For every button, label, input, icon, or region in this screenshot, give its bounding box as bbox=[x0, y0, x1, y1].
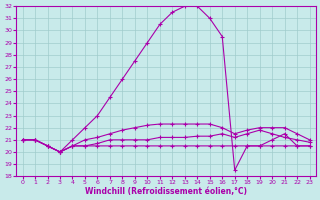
X-axis label: Windchill (Refroidissement éolien,°C): Windchill (Refroidissement éolien,°C) bbox=[85, 187, 247, 196]
